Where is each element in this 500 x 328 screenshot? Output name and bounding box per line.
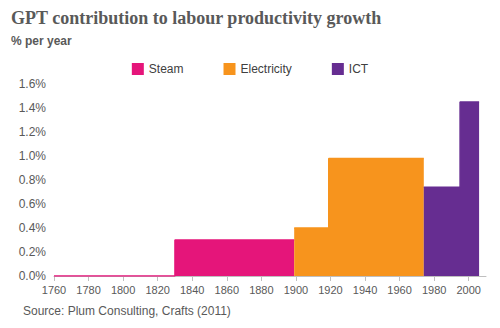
svg-text:1780: 1780 (76, 284, 100, 296)
svg-text:1800: 1800 (111, 284, 135, 296)
svg-text:GPT contribution to labour pro: GPT contribution to labour productivity … (11, 8, 381, 28)
svg-text:1840: 1840 (180, 284, 204, 296)
svg-text:1.2%: 1.2% (19, 125, 47, 139)
svg-text:1920: 1920 (318, 284, 342, 296)
svg-text:1.0%: 1.0% (19, 149, 47, 163)
svg-text:0.4%: 0.4% (19, 221, 47, 235)
svg-text:Electricity: Electricity (241, 62, 292, 76)
svg-text:0.6%: 0.6% (19, 197, 47, 211)
svg-text:ICT: ICT (349, 62, 369, 76)
svg-text:0.8%: 0.8% (19, 173, 47, 187)
svg-text:1.6%: 1.6% (19, 77, 47, 91)
svg-text:1960: 1960 (387, 284, 411, 296)
svg-text:0.0%: 0.0% (19, 269, 47, 283)
svg-text:1820: 1820 (145, 284, 169, 296)
svg-text:1900: 1900 (284, 284, 308, 296)
svg-text:1980: 1980 (422, 284, 446, 296)
svg-text:% per year: % per year (11, 34, 72, 48)
svg-text:1940: 1940 (353, 284, 377, 296)
svg-text:1.4%: 1.4% (19, 101, 47, 115)
svg-text:Source: Plum Consulting, Craft: Source: Plum Consulting, Crafts (2011) (23, 304, 231, 318)
svg-text:2000: 2000 (456, 284, 480, 296)
svg-text:Steam: Steam (149, 62, 184, 76)
svg-text:1760: 1760 (42, 284, 66, 296)
svg-text:1860: 1860 (215, 284, 239, 296)
svg-text:1880: 1880 (249, 284, 273, 296)
svg-text:0.2%: 0.2% (19, 245, 47, 259)
